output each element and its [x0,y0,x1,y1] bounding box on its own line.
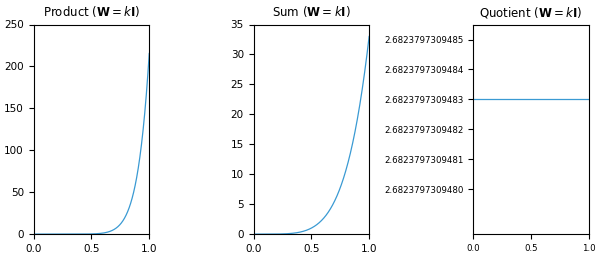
Title: Quotient ($\mathbf{W} = k\mathbf{I}$): Quotient ($\mathbf{W} = k\mathbf{I}$) [479,5,583,20]
Title: Product ($\mathbf{W} = k\mathbf{I}$): Product ($\mathbf{W} = k\mathbf{I}$) [43,4,140,19]
Title: Sum ($\mathbf{W} = k\mathbf{I}$): Sum ($\mathbf{W} = k\mathbf{I}$) [272,4,351,19]
